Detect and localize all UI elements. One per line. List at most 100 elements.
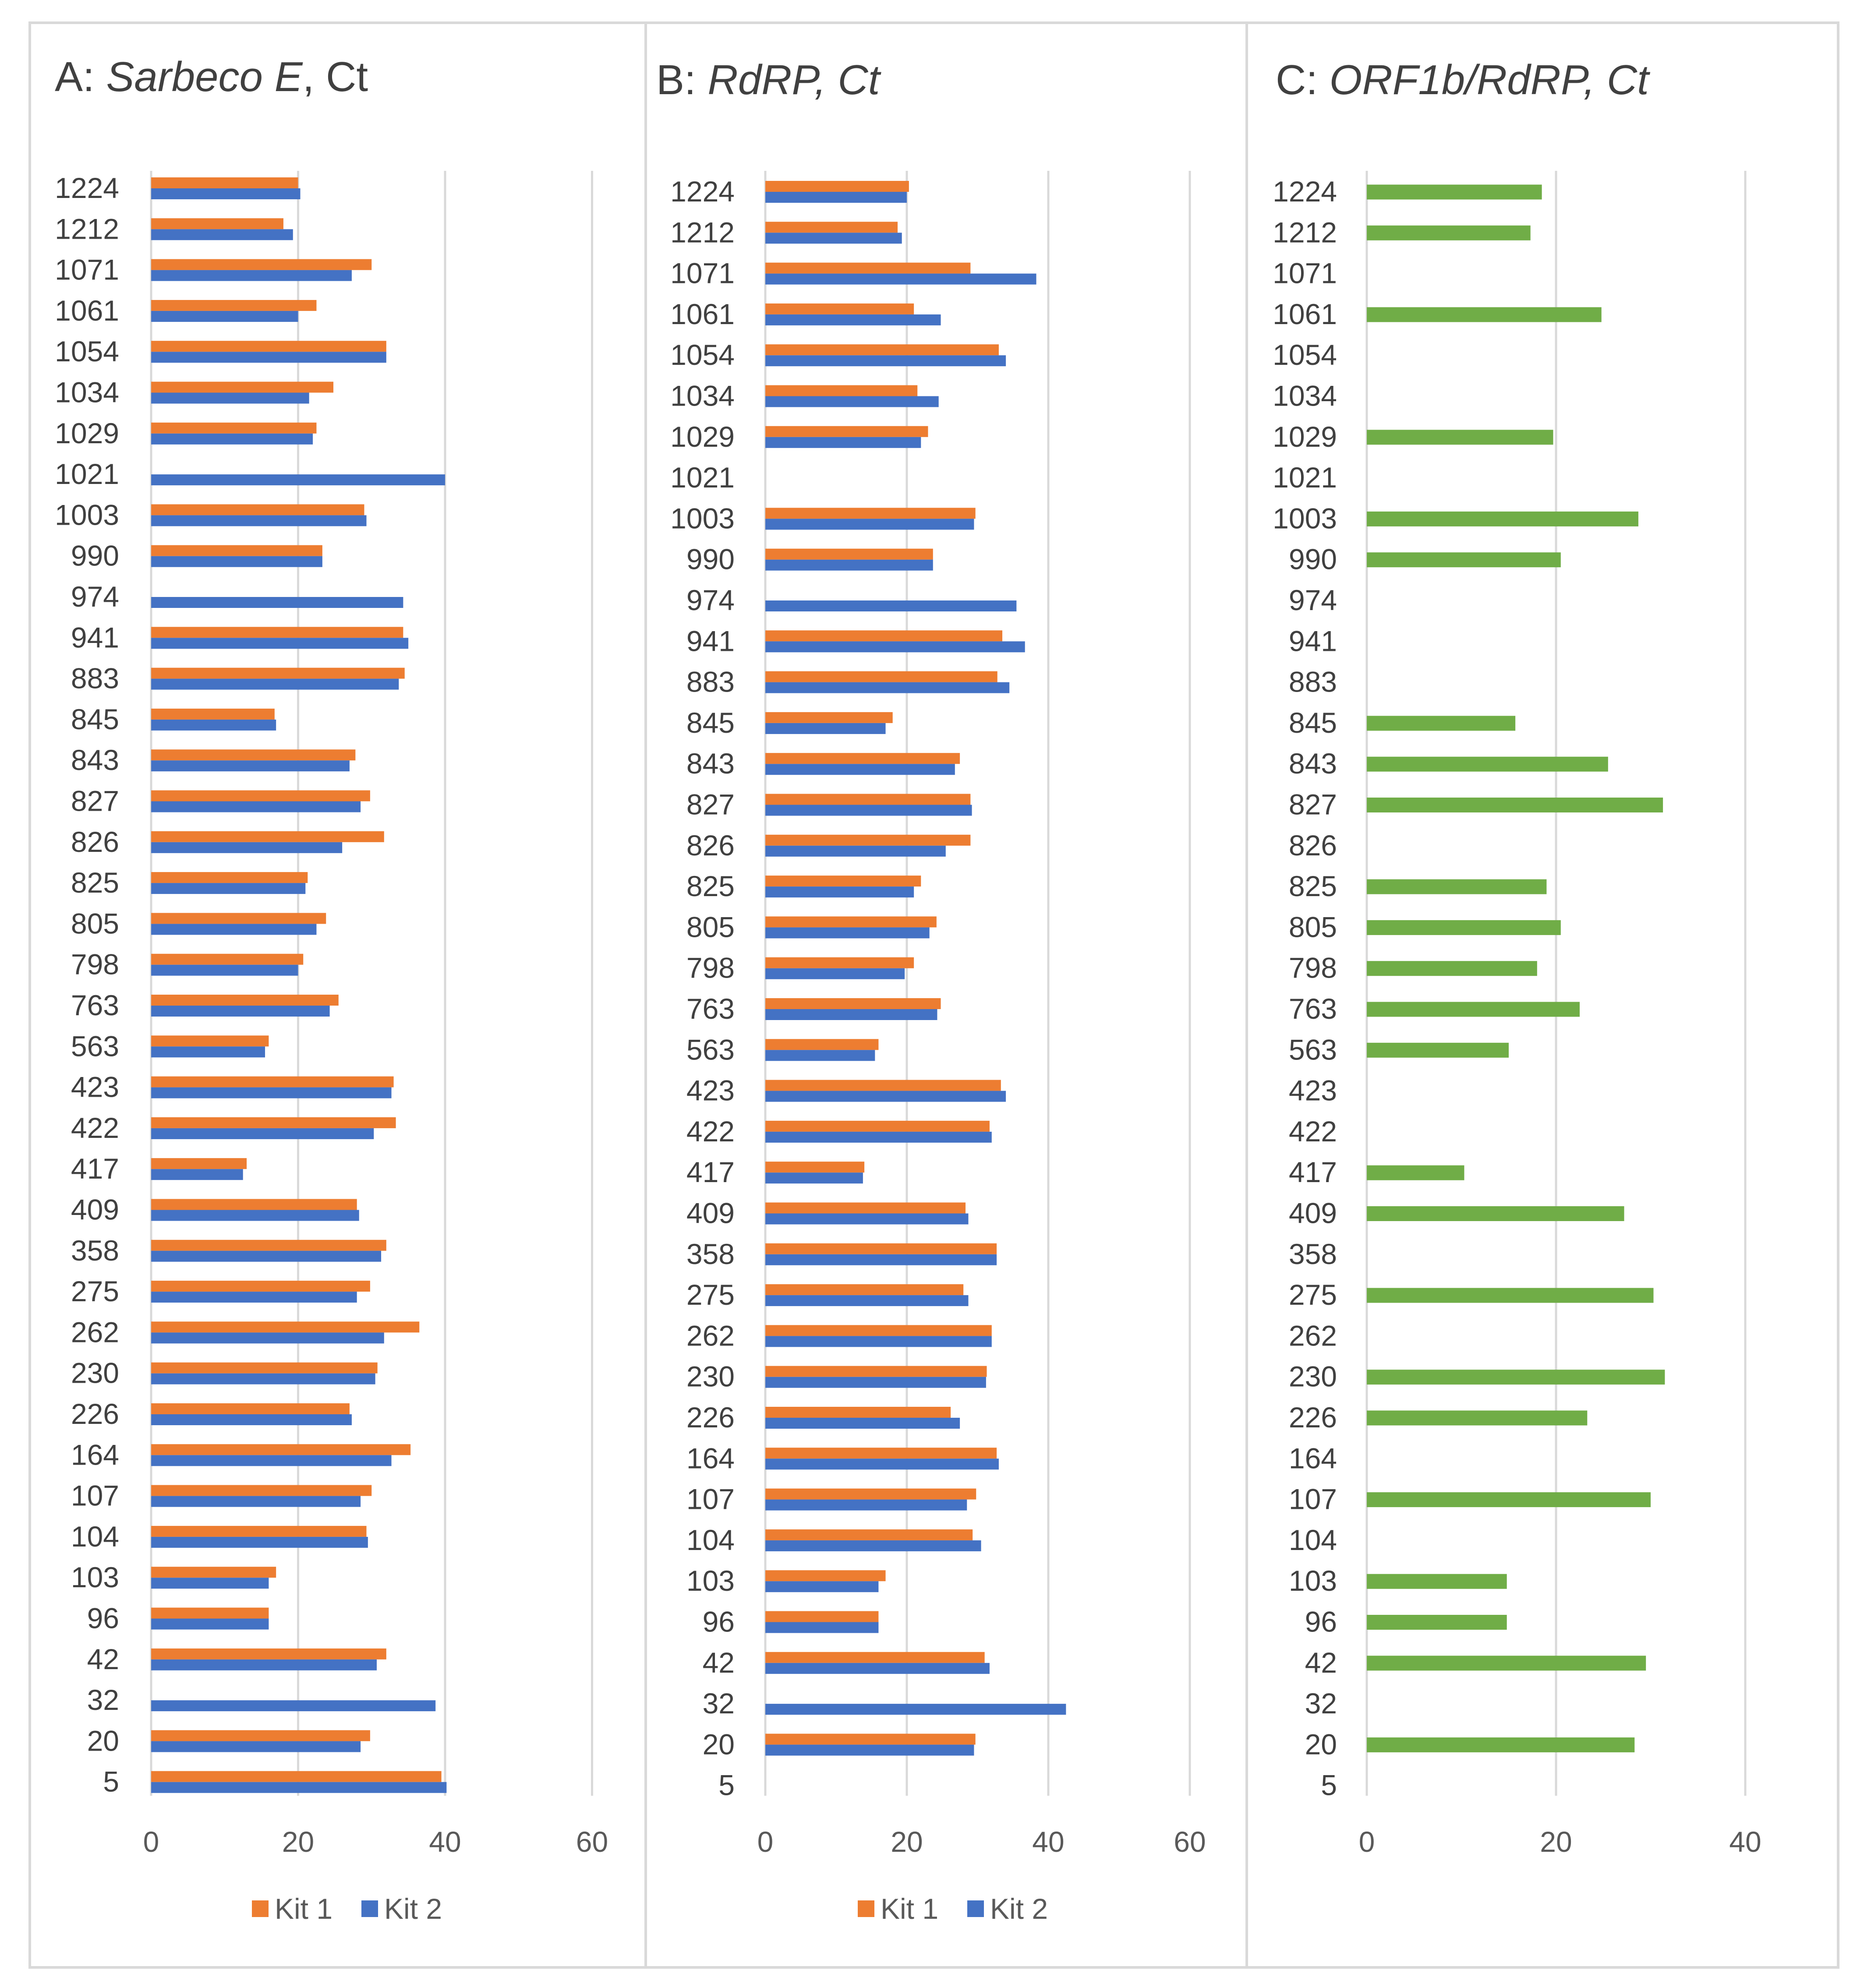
bar-kit-1: [765, 508, 976, 519]
bar-kit-1: [151, 1525, 367, 1537]
chart-panel-a: A: Sarbeco E, Ct 0 20 40 60 1224 1212 1071 1061 1…: [28, 21, 650, 1969]
category-label: 226: [1289, 1401, 1337, 1434]
bar-kit-2: [151, 1169, 243, 1180]
bar-kit-2: [151, 1578, 269, 1589]
category-label: 275: [1289, 1278, 1337, 1311]
category-label: 563: [1289, 1033, 1337, 1066]
bar-kit-2: [151, 1414, 352, 1425]
bar-kit-2: [151, 1373, 375, 1384]
bar-kit-2: [765, 1581, 879, 1593]
bar-kit-2: [765, 1213, 969, 1225]
category-label: 20: [87, 1724, 119, 1757]
bar-value: [1367, 879, 1547, 894]
category-label: 262: [71, 1316, 119, 1348]
bar-kit-2: [151, 1496, 361, 1507]
category-label: 422: [1289, 1115, 1337, 1148]
category-label: 1071: [670, 257, 735, 290]
category-label: 103: [686, 1564, 735, 1597]
category-label: 1054: [670, 339, 735, 371]
bar-kit-1: [765, 1407, 951, 1418]
category-label: 1029: [55, 417, 119, 449]
bar-kit-2: [765, 1663, 990, 1674]
category-label: 843: [686, 747, 735, 780]
category-label: 164: [686, 1442, 735, 1474]
category-label: 96: [703, 1606, 735, 1638]
bar-kit-1: [151, 1321, 420, 1333]
bar-kit-2: [151, 556, 322, 567]
category-label: 1224: [1273, 175, 1337, 208]
bar-kit-1: [765, 998, 941, 1009]
category-label: 805: [1289, 911, 1337, 943]
bar-value: [1367, 1206, 1624, 1221]
category-label: 1029: [670, 420, 735, 453]
bar-kit-1: [765, 222, 898, 233]
bar-kit-2: [765, 1622, 879, 1633]
chart-title: C: ORF1b/RdRP, Ct: [1276, 56, 1650, 103]
category-label: 974: [686, 584, 735, 616]
bar-kit-1: [765, 1570, 886, 1582]
bar-kit-1: [151, 667, 405, 679]
category-label: 262: [1289, 1319, 1337, 1352]
category-label: 827: [1289, 788, 1337, 821]
category-label: 974: [1289, 584, 1337, 616]
bar-value: [1367, 1002, 1580, 1017]
category-label: 990: [1289, 543, 1337, 576]
bar-kit-1: [765, 671, 997, 682]
bar-kit-2: [151, 311, 298, 322]
category-label: 32: [87, 1684, 119, 1716]
category-label: 226: [71, 1398, 119, 1430]
bar-kit-2: [151, 597, 403, 608]
bar-kit-1: [151, 1199, 357, 1210]
bar-kit-2: [151, 1046, 265, 1058]
bar-kit-2: [765, 641, 1025, 653]
bar-kit-1: [765, 794, 971, 805]
bar-kit-1: [151, 1281, 370, 1292]
bar-kit-1: [765, 1202, 966, 1214]
bar-kit-2: [765, 355, 1006, 367]
bar-kit-1: [151, 1158, 247, 1169]
bar-kit-2: [765, 886, 914, 898]
category-label: 843: [71, 744, 119, 776]
category-label: 763: [71, 989, 119, 1021]
category-label: 358: [71, 1234, 119, 1267]
category-label: 96: [87, 1602, 119, 1635]
bar-kit-2: [765, 314, 941, 325]
bar-kit-2: [151, 1006, 330, 1017]
legend-swatch: [967, 1900, 984, 1917]
x-tick-label: 40: [1729, 1826, 1761, 1858]
category-label: 826: [1289, 829, 1337, 862]
bar-kit-2: [151, 1128, 374, 1139]
bar-kit-2: [765, 805, 972, 816]
category-label: 230: [71, 1357, 119, 1389]
bar-kit-2: [151, 392, 309, 404]
bar-value: [1367, 716, 1516, 731]
bar-value: [1367, 307, 1602, 322]
bar-kit-2: [151, 1210, 359, 1221]
category-label: 423: [71, 1071, 119, 1103]
bar-kit-1: [765, 303, 914, 314]
bar-kit-2: [765, 723, 886, 734]
panel-frame: [1245, 21, 1839, 1969]
bar-kit-1: [765, 1162, 865, 1173]
category-label: 974: [71, 580, 119, 613]
category-label: 5: [1321, 1769, 1337, 1801]
bar-kit-2: [151, 270, 352, 281]
bar-kit-1: [765, 1611, 879, 1622]
category-label: 1034: [55, 376, 119, 409]
category-label: 107: [686, 1483, 735, 1515]
bar-kit-2: [765, 1050, 875, 1061]
bar-kit-2: [765, 968, 905, 979]
bar-kit-1: [151, 1485, 372, 1496]
bar-value: [1367, 184, 1542, 200]
category-label: 409: [1289, 1197, 1337, 1229]
bar-value: [1367, 1492, 1651, 1508]
category-label: 164: [71, 1438, 119, 1471]
bar-kit-1: [765, 344, 999, 356]
category-label: 805: [686, 911, 735, 943]
chart-panel-b: B: RdRP, Ct 0 20 40 60 1224 1212 1071 1061 1054 10…: [644, 21, 1248, 1969]
bar-value: [1367, 1574, 1507, 1589]
bar-kit-1: [151, 1648, 386, 1660]
category-label: 104: [1289, 1524, 1337, 1556]
x-tick-label: 20: [1540, 1826, 1572, 1858]
category-label: 275: [686, 1278, 735, 1311]
